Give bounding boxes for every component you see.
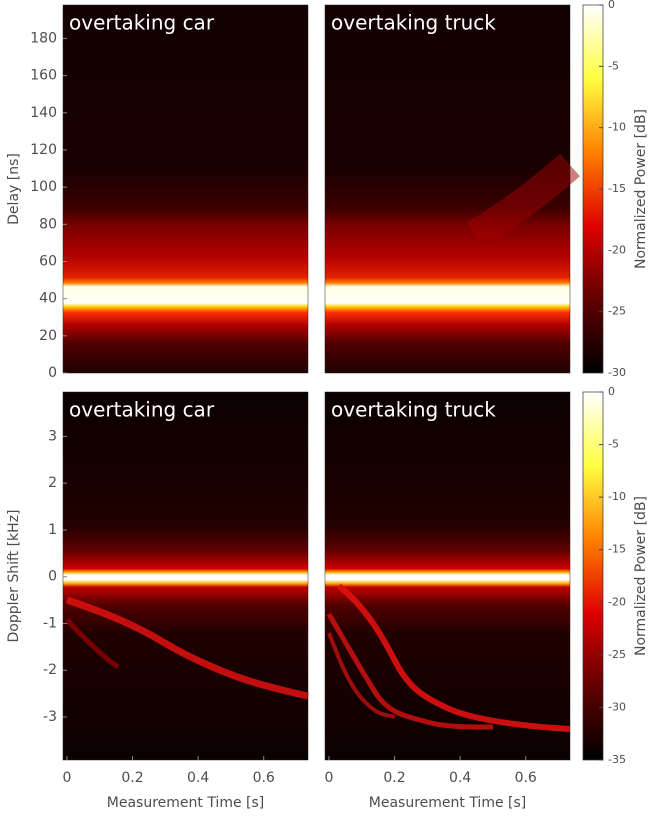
x-tick-label: 0.2 — [383, 770, 405, 786]
heatmap — [63, 392, 309, 760]
y-tick-label: 0 — [48, 569, 57, 585]
y-axis-label: Doppler Shift [kHz] — [6, 509, 22, 642]
colorbar-tick-label: -20 — [608, 595, 626, 608]
colorbar-label: Normalized Power [dB] — [633, 109, 649, 269]
colorbar-tick-label: -30 — [608, 366, 626, 379]
x-tick-label: 0.2 — [121, 770, 143, 786]
heatmap — [63, 5, 308, 373]
panel-title: overtaking car — [69, 11, 215, 35]
colorbar-tick-label: -35 — [608, 753, 626, 766]
colorbar-tick-label: 0 — [608, 0, 615, 11]
colorbar-tick-label: -20 — [608, 243, 626, 256]
panel-title: overtaking car — [69, 398, 215, 422]
panel-title: overtaking truck — [331, 398, 496, 422]
x-tick-label: 0.6 — [253, 770, 275, 786]
y-tick-label: 1 — [48, 522, 57, 538]
y-tick-label: -3 — [43, 709, 57, 725]
y-tick-label: 160 — [30, 68, 57, 84]
y-tick-label: 0 — [48, 365, 57, 381]
colorbar-tick-label: -10 — [608, 121, 626, 134]
x-tick-label: 0 — [62, 770, 71, 786]
x-axis-label: Measurement Time [s] — [369, 795, 527, 811]
x-tick-label: 0.4 — [187, 770, 209, 786]
colorbar-tick-label: -30 — [608, 700, 626, 713]
heatmap — [325, 392, 571, 760]
colorbar-label: Normalized Power [dB] — [633, 496, 649, 656]
y-tick-label: 3 — [48, 428, 57, 444]
y-tick-label: 140 — [30, 105, 57, 121]
y-tick-label: 80 — [39, 216, 57, 232]
y-axis-label: Delay [ns] — [6, 153, 22, 225]
y-tick-label: 100 — [30, 179, 57, 195]
x-tick-label: 0.6 — [515, 770, 537, 786]
y-tick-label: 40 — [39, 291, 57, 307]
panel-frame — [62, 391, 309, 761]
y-tick-label: -1 — [43, 615, 57, 631]
y-tick-label: -2 — [43, 662, 57, 678]
y-tick-label: 180 — [30, 30, 57, 46]
heatmap — [325, 5, 580, 373]
x-axis-label: Measurement Time [s] — [107, 795, 265, 811]
panel-frame — [324, 4, 571, 374]
x-tick-label: 0 — [324, 770, 333, 786]
colorbar-tick-label: -15 — [608, 182, 626, 195]
y-tick-label: 20 — [39, 328, 57, 344]
x-tick-label: 0.4 — [449, 770, 471, 786]
panel-frame — [62, 4, 309, 374]
panel-frame — [324, 391, 571, 761]
colorbar — [582, 391, 604, 761]
colorbar-tick-label: -5 — [608, 59, 619, 72]
colorbar-tick-label: -25 — [608, 305, 626, 318]
colorbar-tick-label: -10 — [608, 490, 626, 503]
y-tick-label: 120 — [30, 142, 57, 158]
panel-title: overtaking truck — [331, 11, 496, 35]
colorbar-tick-label: 0 — [608, 385, 615, 398]
colorbar-tick-label: -15 — [608, 543, 626, 556]
colorbar-tick-label: -25 — [608, 648, 626, 661]
y-tick-label: 2 — [48, 475, 57, 491]
y-tick-label: 60 — [39, 253, 57, 269]
colorbar-tick-label: -5 — [608, 438, 619, 451]
